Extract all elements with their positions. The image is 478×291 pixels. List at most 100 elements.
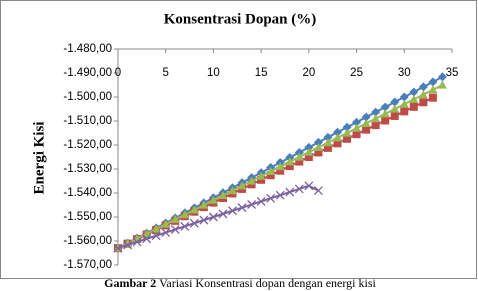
marker [399, 92, 409, 102]
marker [208, 212, 218, 222]
marker [285, 187, 295, 197]
marker [428, 77, 438, 87]
marker [295, 157, 304, 166]
marker [237, 203, 247, 213]
marker [323, 132, 333, 142]
chart-title: Konsentrasi Dopan (%) [164, 11, 317, 27]
marker [247, 176, 257, 185]
marker [333, 139, 342, 148]
y-tick-label: -1.510,00 [63, 115, 112, 127]
marker [123, 240, 133, 250]
marker [352, 123, 362, 132]
marker [390, 97, 400, 107]
marker [390, 111, 399, 120]
marker [208, 195, 218, 204]
marker [343, 134, 352, 143]
y-tick-label: -1.480,00 [63, 43, 112, 55]
marker [161, 228, 171, 238]
marker [285, 157, 295, 166]
series-line [117, 184, 319, 250]
marker [237, 181, 247, 190]
marker [189, 205, 199, 214]
marker [418, 90, 428, 99]
marker [218, 190, 228, 199]
marker [304, 181, 314, 191]
marker [142, 234, 152, 244]
x-tick-label: 15 [255, 67, 268, 79]
marker [313, 142, 323, 151]
marker [275, 190, 285, 200]
marker [371, 114, 381, 123]
marker [437, 72, 447, 82]
marker [400, 107, 409, 116]
marker [266, 193, 276, 203]
y-tick-label: -1.500,00 [63, 91, 112, 103]
marker [342, 122, 352, 132]
marker [418, 82, 428, 92]
marker [266, 166, 276, 175]
marker [170, 225, 180, 234]
y-tick-label: -1.560,00 [63, 235, 112, 247]
y-axis-label: Energi Kisi [31, 122, 47, 195]
marker [371, 121, 380, 130]
caption-label: Gambar 2 [104, 276, 156, 290]
x-tick-label: 30 [398, 67, 411, 79]
marker [132, 237, 142, 247]
marker [428, 93, 437, 102]
marker [437, 80, 447, 89]
marker [419, 98, 428, 107]
marker [332, 127, 342, 137]
marker [352, 130, 361, 139]
marker [323, 143, 332, 152]
marker [304, 153, 313, 161]
marker [142, 229, 152, 238]
marker [294, 184, 304, 194]
marker [390, 104, 400, 113]
marker [313, 186, 323, 196]
marker [276, 166, 285, 175]
marker [371, 107, 381, 117]
caption: Gambar 2 Variasi Konsentrasi dopan denga… [104, 276, 376, 290]
marker [304, 142, 314, 152]
marker [342, 128, 352, 137]
marker [409, 102, 418, 111]
marker [199, 200, 209, 209]
marker [161, 219, 171, 228]
x-tick-label: 5 [163, 67, 169, 79]
marker [151, 231, 161, 241]
marker [304, 147, 314, 156]
marker [180, 221, 190, 231]
marker [294, 152, 304, 161]
marker [256, 196, 266, 206]
marker [428, 85, 438, 94]
y-tick-label: -1.520,00 [63, 139, 112, 151]
marker [275, 162, 285, 171]
marker [323, 138, 333, 147]
marker [380, 102, 390, 112]
marker [409, 94, 419, 103]
marker [314, 148, 323, 157]
y-tick-label: -1.490,00 [63, 67, 112, 79]
marker [362, 125, 371, 134]
y-tick-label: -1.570,00 [63, 259, 112, 271]
marker [113, 243, 123, 253]
marker [189, 218, 199, 228]
marker [228, 186, 238, 195]
x-tick-label: 35 [446, 67, 459, 79]
y-tick-label: -1.550,00 [63, 211, 112, 223]
marker [361, 118, 371, 127]
y-tick-label: -1.540,00 [63, 187, 112, 199]
marker [180, 210, 190, 219]
caption-text: Variasi Konsentrasi dopan dengan energi … [159, 276, 376, 290]
marker [218, 209, 228, 219]
y-tick-label: -1.530,00 [63, 163, 112, 175]
marker [332, 133, 342, 142]
series-line [117, 96, 434, 250]
chart-border [0, 0, 477, 279]
marker [294, 147, 304, 157]
x-tick-label: 0 [115, 67, 121, 79]
marker [313, 137, 323, 147]
marker [399, 99, 409, 108]
marker [285, 162, 294, 171]
